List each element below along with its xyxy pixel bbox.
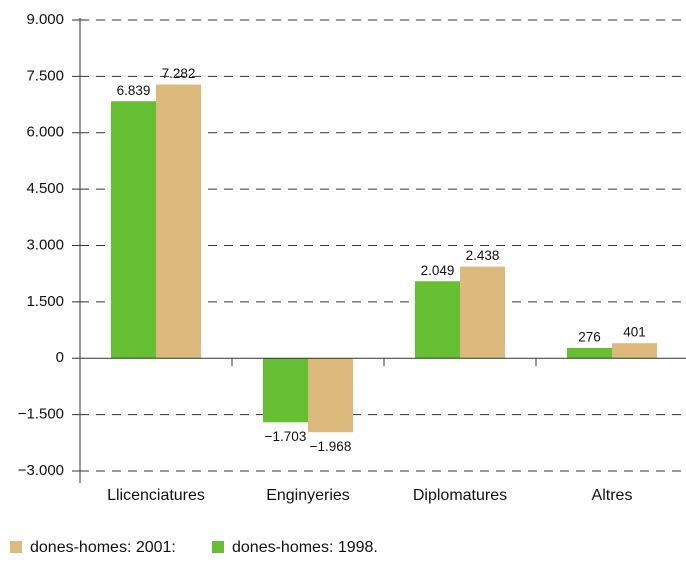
legend-swatch [212,541,224,553]
data-label: 2.438 [466,248,500,263]
y-tick-label: −3.000 [18,462,64,479]
data-label: 401 [623,325,646,340]
bar [460,266,505,359]
data-label: 276 [578,329,601,344]
data-label: 7.282 [162,66,196,81]
y-tick-label: 4.500 [26,180,64,197]
legend-label: dones-homes: 2001: [30,539,176,556]
bar [156,84,201,359]
x-tick-label: Diplomatures [413,487,507,504]
y-tick-label: 1.500 [26,293,64,310]
legend-swatch [10,541,22,553]
y-tick-label: 9.000 [26,11,64,28]
y-tick-label: 0 [56,349,64,366]
data-label: 2.049 [421,263,455,278]
bar [263,358,308,423]
data-label: 6.839 [117,83,151,98]
x-tick-label: Enginyeries [266,487,350,504]
legend-label: dones-homes: 1998. [232,539,378,556]
bar [612,343,657,359]
data-label: −1.968 [310,439,352,454]
x-tick-label: Altres [592,487,633,504]
y-tick-label: 6.000 [26,124,64,141]
y-tick-label: 7.500 [26,67,64,84]
y-tick-label: 3.000 [26,236,64,253]
bar [415,281,460,359]
x-tick-label: Llicenciatures [107,487,205,504]
bar [111,101,156,359]
bar [567,347,612,359]
data-label: −1.703 [265,429,307,444]
bar [308,358,353,433]
y-tick-label: −1.500 [18,406,64,423]
